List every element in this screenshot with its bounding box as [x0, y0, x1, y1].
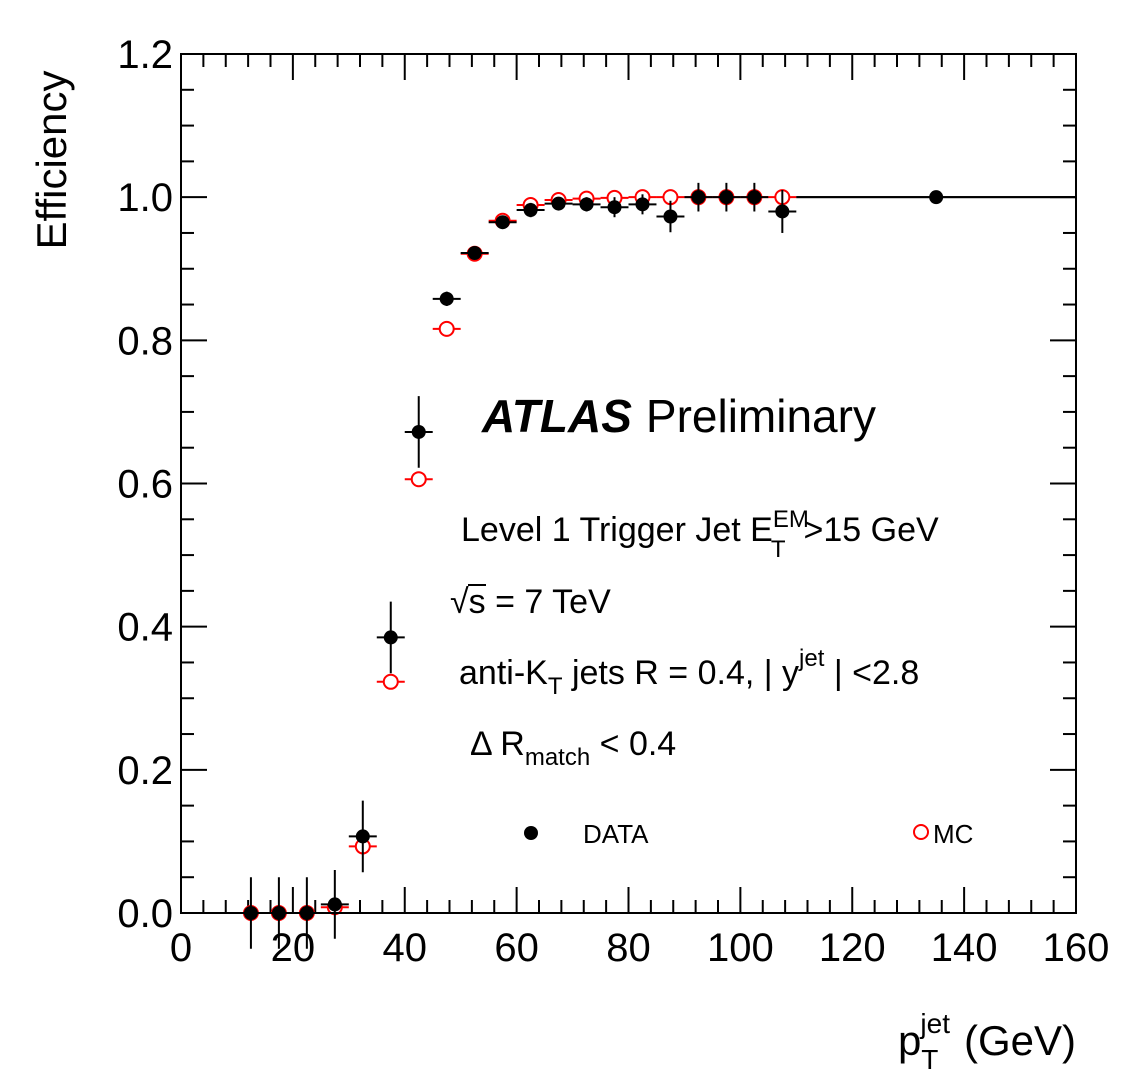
data-marker: [439, 291, 454, 306]
mc-marker: [410, 471, 427, 488]
antikt-post: | <2.8: [824, 654, 919, 692]
data-marker: [523, 203, 538, 218]
data-point: [544, 196, 573, 211]
trigger-sub: T: [771, 536, 786, 563]
data-marker: [495, 215, 510, 230]
x-axis-title-sup: jet: [919, 1008, 950, 1039]
antikt-sup: jet: [798, 645, 825, 672]
plot-frame: [180, 53, 1077, 914]
x-axis-title-main: p: [898, 1017, 921, 1064]
data-point: [320, 870, 349, 939]
mc-marker: [382, 673, 399, 690]
trigger-sup: EM: [773, 506, 809, 533]
x-axis-title: pTjet (GeV): [898, 1008, 1076, 1075]
x-tick-label: 100: [707, 926, 774, 970]
y-tick-label: 1.0: [117, 176, 173, 220]
sqrt-symbol: √: [450, 583, 469, 621]
legend: DATA MC: [524, 819, 973, 849]
data-point: [712, 182, 741, 212]
legend-data-label: DATA: [583, 819, 649, 849]
svg-text:√s = 7 TeV: √s = 7 TeV: [450, 583, 611, 621]
data-marker: [383, 630, 398, 645]
tick-labels: 0 20 40 60 80 100 120 140 160 0.0 0.2 0.4 0.6 0.8 1.0 1…: [117, 33, 1109, 970]
data-point: [684, 182, 713, 212]
data-point: [600, 197, 629, 218]
legend-mc-marker: [913, 824, 929, 840]
x-axis-title-sub: T: [921, 1044, 938, 1075]
data-marker: [355, 829, 370, 844]
mc-point: [432, 320, 461, 337]
data-marker: [929, 190, 944, 205]
sqrt-s-annotation: √s = 7 TeV: [450, 583, 611, 621]
legend-mc-label: MC: [933, 819, 973, 849]
data-point: [404, 396, 433, 468]
preliminary-word: Preliminary: [646, 390, 876, 442]
data-marker: [747, 190, 762, 205]
series-mc: [236, 189, 797, 921]
x-tick-label: 120: [819, 926, 886, 970]
data-marker: [551, 196, 566, 211]
dr-sub: match: [525, 744, 590, 771]
atlas-label: ATLAS Preliminary: [481, 390, 876, 442]
data-point: [348, 800, 377, 873]
antikt-sub: T: [548, 673, 563, 700]
atlas-word: ATLAS: [481, 390, 632, 442]
mc-marker: [438, 320, 455, 337]
legend-data-marker: [524, 826, 538, 840]
data-point: [572, 197, 601, 212]
x-tick-label: 60: [494, 926, 539, 970]
x-tick-label: 20: [271, 926, 316, 970]
mc-point: [376, 673, 405, 690]
data-point: [628, 194, 657, 215]
data-marker: [579, 197, 594, 212]
data-marker: [775, 204, 790, 219]
x-axis-title-unit: (GeV): [964, 1017, 1076, 1064]
y-tick-label: 1.2: [117, 33, 173, 77]
x-tick-label: 40: [383, 926, 428, 970]
y-tick-label: 0.0: [117, 892, 173, 936]
data-marker: [327, 897, 342, 912]
data-point: [488, 215, 517, 230]
y-tick-label: 0.8: [117, 319, 173, 363]
data-point: [796, 190, 1076, 205]
dr-post: < 0.4: [590, 725, 676, 763]
mc-point: [404, 471, 433, 488]
y-tick-label: 0.2: [117, 749, 173, 793]
data-point: [460, 246, 489, 261]
data-marker: [467, 246, 482, 261]
y-tick-label: 0.4: [117, 606, 173, 650]
data-marker: [411, 424, 426, 439]
x-tick-label: 140: [931, 926, 998, 970]
y-axis-title: Efficiency: [28, 71, 75, 250]
data-marker: [691, 190, 706, 205]
data-point: [516, 202, 545, 218]
data-point: [376, 601, 405, 674]
antikt-annotation: anti-KT jets R = 0.4, | yjet | <2.8: [459, 645, 919, 700]
sqrt-rest: = 7 TeV: [486, 583, 611, 621]
data-point: [432, 291, 461, 306]
x-tick-label: 160: [1043, 926, 1110, 970]
data-marker: [719, 190, 734, 205]
data-marker: [663, 209, 678, 224]
data-marker: [607, 200, 622, 215]
x-tick-label: 0: [170, 926, 192, 970]
data-point: [656, 200, 685, 233]
sqrt-var: s: [469, 583, 486, 621]
data-point: [768, 190, 797, 233]
data-point: [740, 182, 769, 212]
data-marker: [635, 197, 650, 212]
axis-ticks: [180, 53, 1077, 914]
delta-r-annotation: Δ Rmatch < 0.4: [470, 725, 676, 771]
y-tick-label: 0.6: [117, 463, 173, 507]
x-tick-label: 80: [606, 926, 651, 970]
trigger-post: >15 GeV: [804, 511, 939, 549]
antikt-mid: jets R = 0.4, | y: [563, 654, 800, 692]
trigger-annotation: Level 1 Trigger Jet EEM T>15 GeV: [461, 506, 939, 563]
